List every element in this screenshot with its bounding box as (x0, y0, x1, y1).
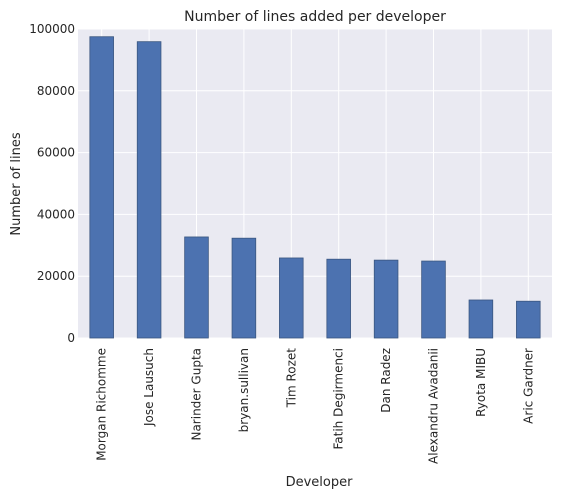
bar (279, 257, 304, 339)
x-tick-label: bryan.sullivan (237, 348, 251, 432)
x-axis-ticks: Morgan Richomme Jose Lausuch Narinder Gupt… (95, 348, 536, 464)
bar (373, 259, 399, 339)
y-tick-label: 0 (67, 331, 75, 345)
bar (516, 300, 541, 339)
bar (468, 299, 494, 339)
x-tick-label: Jose Lausuch (142, 348, 156, 427)
bar (231, 237, 257, 339)
x-tick-label: Narinder Gupta (190, 348, 204, 441)
y-tick-label: 60000 (37, 146, 75, 160)
bar (184, 236, 209, 339)
y-axis-title: Number of lines (9, 132, 24, 235)
x-tick-label: Tim Rozet (284, 348, 298, 409)
y-axis-ticks: 0 20000 40000 60000 80000 100000 (29, 22, 75, 345)
x-axis-title: Developer (286, 475, 354, 490)
bars (89, 36, 541, 339)
y-tick-label: 100000 (29, 22, 75, 36)
x-tick-label: Dan Radez (379, 348, 393, 413)
x-tick-label: Fatih Degirmenci (332, 348, 346, 450)
x-tick-label: Morgan Richomme (95, 348, 109, 461)
bar (136, 41, 162, 339)
bar (89, 36, 114, 339)
bar (421, 260, 446, 339)
x-tick-label: Aric Gardner (521, 348, 535, 424)
x-tick-label: Ryota MIBU (474, 348, 488, 417)
y-tick-label: 40000 (37, 207, 75, 221)
y-tick-label: 20000 (37, 269, 75, 283)
x-tick-label: Alexandru Avadanii (427, 348, 441, 464)
y-tick-label: 80000 (37, 84, 75, 98)
bar (326, 258, 351, 339)
chart-title: Number of lines added per developer (184, 9, 446, 25)
